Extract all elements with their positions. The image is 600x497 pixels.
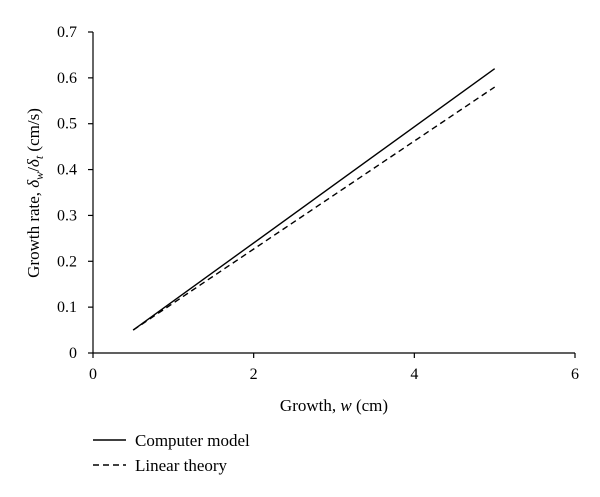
y-axis-title: Growth rate, δw/δt (cm/s)	[24, 108, 46, 278]
y-tick-label: 0.2	[57, 253, 77, 270]
chart-series	[132, 68, 496, 331]
x-tick-label: 2	[250, 366, 258, 383]
y-tick-label: 0.6	[57, 70, 77, 87]
x-tick-label: 4	[410, 366, 418, 383]
legend-label-computer-model: Computer model	[135, 431, 250, 450]
x-tick-label: 6	[571, 366, 579, 383]
series-line-linear-theory	[132, 86, 496, 331]
chart-legend: Computer model Linear theory	[93, 431, 250, 475]
y-tick-label: 0.5	[57, 116, 77, 133]
y-tick-label: 0	[69, 345, 77, 362]
legend-label-linear-theory: Linear theory	[135, 456, 228, 475]
x-tick-label: 0	[89, 366, 97, 383]
y-tick-label: 0.4	[57, 162, 77, 179]
y-tick-label: 0.1	[57, 299, 77, 316]
chart-axes	[92, 32, 575, 354]
x-ticks: 0 2 4 6	[89, 353, 579, 383]
y-tick-label: 0.7	[57, 24, 77, 41]
series-line-computer-model	[132, 68, 496, 331]
x-axis-title: Growth, w (cm)	[280, 396, 388, 415]
y-ticks: 0 0.1 0.2 0.3 0.4 0.5 0.6 0.7	[57, 24, 93, 362]
y-tick-label: 0.3	[57, 207, 77, 224]
